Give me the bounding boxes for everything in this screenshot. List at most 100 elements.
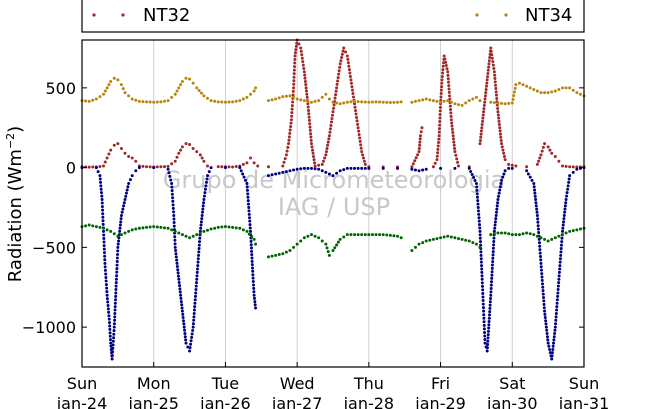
- data-point: [341, 49, 345, 53]
- data-point: [488, 303, 492, 307]
- data-point: [490, 273, 494, 277]
- data-point: [115, 267, 119, 271]
- data-point: [457, 103, 460, 107]
- data-point: [417, 99, 421, 103]
- data-point: [478, 240, 482, 244]
- data-point: [103, 258, 107, 262]
- data-point: [441, 64, 445, 68]
- data-point: [482, 309, 486, 313]
- series-3: [80, 223, 586, 259]
- data-point: [111, 343, 115, 347]
- data-point: [159, 225, 163, 229]
- data-point: [245, 182, 249, 186]
- data-point: [155, 100, 159, 104]
- data-point: [478, 236, 482, 240]
- data-point: [171, 199, 175, 203]
- data-point: [191, 234, 195, 238]
- data-point: [197, 89, 201, 93]
- data-point: [559, 253, 563, 257]
- data-point: [295, 97, 299, 101]
- data-point: [181, 316, 185, 320]
- data-point: [495, 96, 499, 100]
- data-point: [216, 165, 220, 169]
- data-point: [450, 121, 454, 125]
- data-point: [166, 99, 170, 103]
- data-point: [317, 236, 321, 240]
- data-point: [360, 150, 364, 154]
- data-point: [102, 164, 106, 168]
- data-point: [496, 198, 500, 202]
- data-point: [537, 159, 541, 163]
- data-point: [544, 319, 548, 323]
- data-point: [538, 251, 542, 255]
- data-point: [479, 250, 483, 254]
- data-point: [188, 349, 192, 353]
- data-point: [313, 99, 317, 103]
- data-point: [305, 92, 309, 96]
- data-point: [489, 297, 493, 301]
- data-point: [205, 177, 209, 181]
- data-point: [497, 123, 501, 127]
- data-point: [249, 92, 253, 96]
- data-point: [473, 179, 477, 183]
- data-point: [284, 94, 288, 98]
- data-point: [202, 194, 206, 198]
- data-point: [101, 212, 105, 216]
- data-point: [252, 296, 256, 300]
- data-point: [281, 95, 285, 99]
- x-tick-label-day: Tue: [211, 374, 239, 393]
- data-point: [482, 103, 486, 107]
- data-point: [353, 102, 357, 106]
- data-point: [560, 86, 564, 90]
- data-point: [177, 86, 181, 90]
- data-point: [493, 73, 497, 77]
- data-point: [546, 145, 550, 149]
- data-point: [360, 100, 364, 104]
- data-point: [571, 88, 575, 92]
- data-point: [514, 164, 518, 168]
- data-point: [209, 166, 213, 170]
- data-point: [489, 287, 493, 291]
- data-point: [548, 347, 552, 351]
- data-point: [299, 98, 303, 102]
- data-point: [328, 127, 332, 131]
- data-point: [410, 165, 414, 169]
- data-point: [464, 101, 468, 105]
- data-point: [413, 168, 417, 172]
- data-point: [545, 328, 549, 332]
- data-point: [534, 204, 538, 208]
- data-point: [345, 54, 349, 58]
- data-point: [102, 247, 106, 251]
- data-point: [482, 323, 486, 327]
- data-point: [227, 225, 231, 229]
- data-point: [514, 233, 518, 237]
- data-point: [321, 159, 325, 163]
- data-point: [307, 112, 311, 116]
- data-point: [290, 104, 294, 108]
- data-point: [287, 135, 291, 139]
- data-point: [424, 239, 428, 243]
- data-point: [480, 281, 484, 285]
- data-point: [277, 96, 281, 100]
- data-point: [184, 234, 188, 238]
- data-point: [499, 182, 503, 186]
- data-point: [277, 171, 281, 175]
- data-point: [196, 257, 200, 261]
- data-point: [485, 81, 489, 85]
- data-point: [289, 118, 293, 122]
- data-point: [340, 52, 344, 56]
- data-point: [103, 265, 107, 269]
- data-point: [558, 257, 562, 261]
- data-point: [175, 89, 179, 93]
- data-point: [335, 82, 339, 86]
- data-point: [575, 167, 579, 171]
- y-tick-label: 500: [45, 79, 76, 98]
- data-point: [566, 187, 570, 191]
- data-point: [311, 151, 315, 155]
- data-point: [184, 341, 188, 345]
- data-point: [119, 146, 123, 150]
- data-point: [557, 234, 561, 238]
- x-tick-label-date: jan-24: [56, 394, 108, 409]
- data-point: [537, 231, 541, 235]
- data-point: [453, 166, 457, 170]
